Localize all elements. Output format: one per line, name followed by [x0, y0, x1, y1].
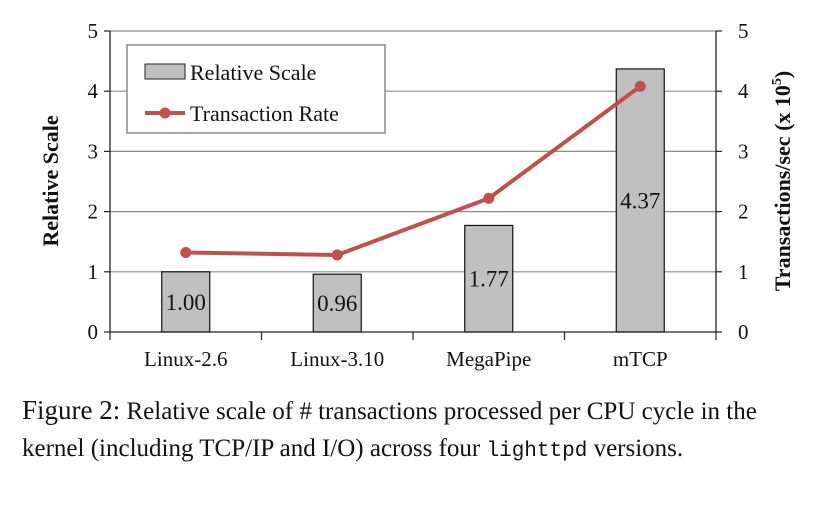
bar-data-labels: 1.00 0.96 1.77 4.37: [166, 188, 661, 316]
legend-line-marker: [159, 107, 171, 119]
bar-value-label-linux-3.10: 0.96: [317, 291, 357, 316]
bar-linux-2.6: [161, 271, 211, 333]
y2-axis-title-exponent: 5: [770, 78, 785, 85]
tick-labels: 0 1 2 3 4 5 0 1 2 3 4 5 Linux-2.6 Linux-3.10 MegaPipe m…: [88, 19, 750, 371]
y-tick-label-3: 3: [88, 139, 99, 163]
bar-value-label-megapipe: 1.77: [469, 267, 509, 292]
y-tick-label-0: 0: [88, 320, 99, 344]
y2-tick-label-5: 5: [738, 19, 749, 43]
transaction-rate-point-megapipe: [483, 192, 495, 204]
legend: Relative Scale Transaction Rate: [126, 44, 386, 134]
chart: 0 1 2 3 4 5 0 1 2 3 4 5 Linux-2.6 Linux-3.10 MegaPipe m…: [38, 19, 795, 371]
caption-label: Figure 2:: [22, 395, 121, 425]
x-tick-label-linux-2.6: Linux-2.6: [144, 347, 227, 371]
transaction-rate-path: [185, 84, 642, 257]
transaction-rate-point-linux-3.10: [331, 249, 343, 261]
legend-entry-transaction-rate: Transaction Rate: [190, 101, 339, 126]
y2-tick-label-4: 4: [738, 79, 749, 103]
bar-mtcp: [615, 68, 665, 333]
transaction-rate-point-mtcp: [634, 80, 646, 92]
y-tick-label-1: 1: [88, 260, 99, 284]
caption-code: lighttpd: [486, 440, 588, 463]
y-tick-label-2: 2: [88, 200, 99, 224]
x-tick-label-linux-3.10: Linux-3.10: [290, 347, 384, 371]
y2-tick-label-0: 0: [738, 320, 749, 344]
legend-bar-swatch: [144, 63, 186, 80]
bar-megapipe: [464, 224, 514, 333]
x-tick-label-megapipe: MegaPipe: [446, 347, 531, 371]
y2-tick-label-3: 3: [738, 139, 749, 163]
y-tick-label-5: 5: [88, 19, 99, 43]
figure-caption: Figure 2: Relative scale of # transactio…: [22, 392, 817, 470]
axes: [104, 30, 722, 340]
x-tick-label-mtcp: mTCP: [613, 347, 668, 371]
bars: [161, 68, 665, 333]
caption-text: Relative scale of # transactions process…: [22, 398, 757, 462]
bar-value-label-linux-2.6: 1.00: [166, 290, 206, 315]
y2-tick-label-2: 2: [738, 200, 749, 224]
y2-axis-title-suffix: ): [770, 71, 795, 78]
y2-axis-title-prefix: Transactions/sec (x 10: [770, 85, 795, 291]
transaction-rate-point-linux-2.6: [180, 247, 192, 259]
y2-tick-label-1: 1: [738, 260, 749, 284]
y-tick-label-4: 4: [88, 79, 99, 103]
caption-tail: versions.: [593, 435, 684, 462]
transaction-rate-line: [180, 80, 646, 261]
legend-entry-relative-scale: Relative Scale: [190, 60, 316, 85]
y-axis-title: Relative Scale: [38, 115, 63, 247]
legend-box: [126, 44, 386, 134]
y2-axis-title: Transactions/sec (x 105): [770, 71, 795, 291]
bar-value-label-mtcp: 4.37: [620, 188, 660, 213]
